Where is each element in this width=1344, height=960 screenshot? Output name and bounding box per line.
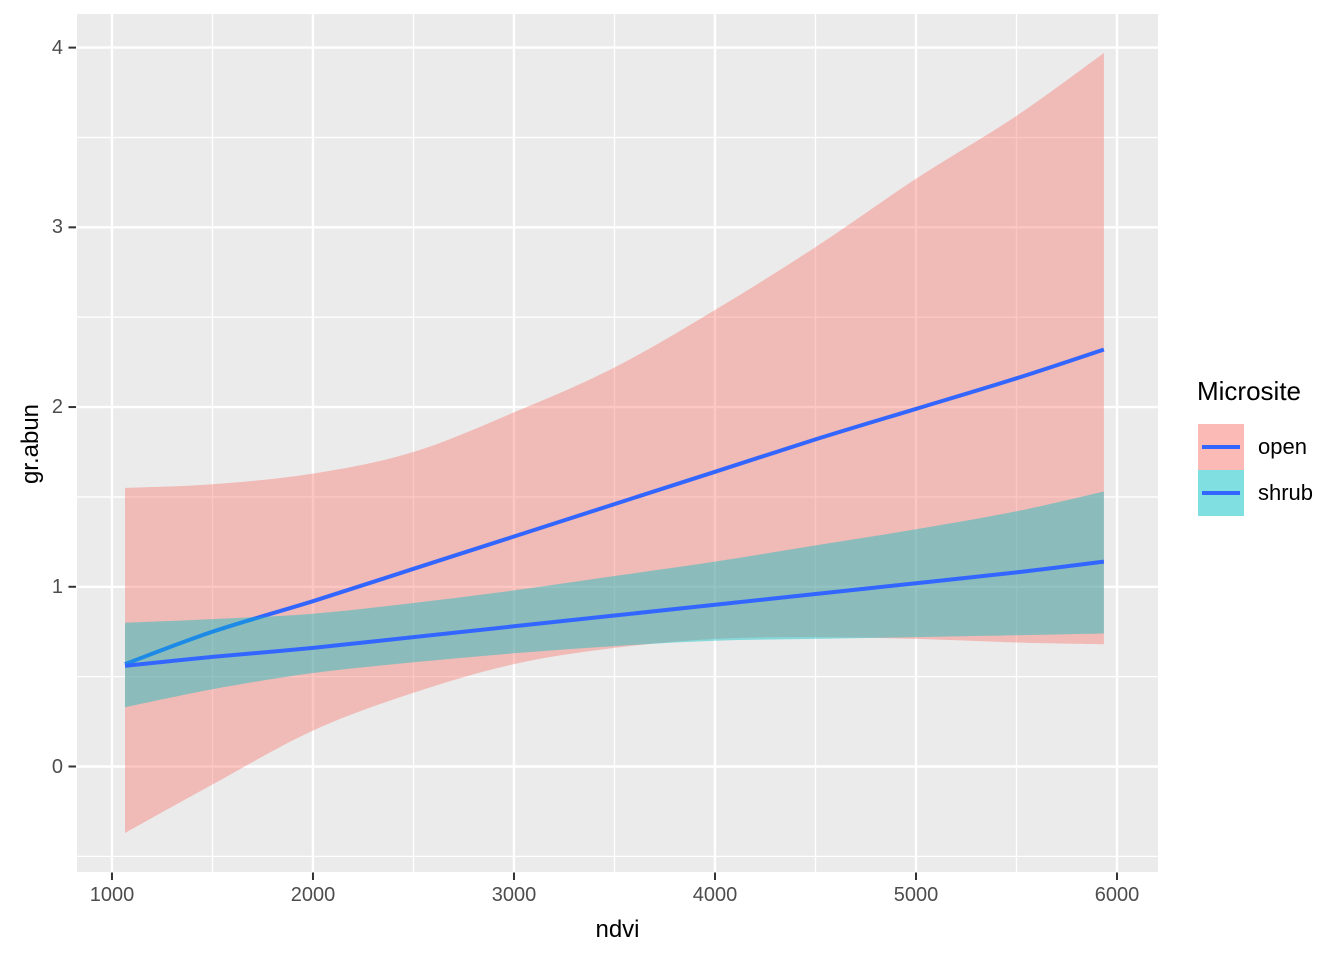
legend-key-swatch-open (1198, 424, 1244, 470)
x-tick-label: 1000 (89, 884, 135, 906)
panel-background (77, 14, 1158, 872)
x-tick-label: 6000 (1094, 884, 1140, 906)
y-tick-label: 3 (51, 216, 63, 239)
legend-key-swatch-shrub (1198, 470, 1244, 516)
legend-label: shrub (1258, 480, 1314, 505)
x-tick-label: 2000 (290, 884, 336, 906)
x-tick-label: 4000 (692, 884, 738, 906)
fit-line-shrub (124, 559, 1105, 668)
legend-items: open shrub (1185, 424, 1313, 516)
ci-ribbon-open (125, 53, 1104, 833)
x-axis-title: ndvi (595, 916, 640, 943)
legend-item-open: open (1185, 424, 1313, 470)
legend-key-line-icon (1202, 491, 1240, 495)
y-tick-label: 2 (51, 396, 63, 419)
fit-line-open (124, 347, 1105, 666)
legend-key-line-icon (1202, 445, 1240, 449)
x-tick-label: 5000 (893, 884, 939, 906)
y-tick-label: 1 (51, 575, 63, 598)
legend-title: Microsite (1197, 376, 1302, 406)
y-tick-label: 0 (51, 755, 63, 778)
legend-item-shrub: shrub (1185, 470, 1313, 516)
legend-label: open (1258, 434, 1307, 459)
legend: Microsite open shrub (1185, 376, 1313, 516)
y-tick-label: 4 (51, 36, 63, 59)
ci-ribbon-shrub (125, 491, 1104, 708)
x-tick-label: 3000 (491, 884, 537, 906)
y-axis-title: gr.abun (17, 403, 44, 485)
